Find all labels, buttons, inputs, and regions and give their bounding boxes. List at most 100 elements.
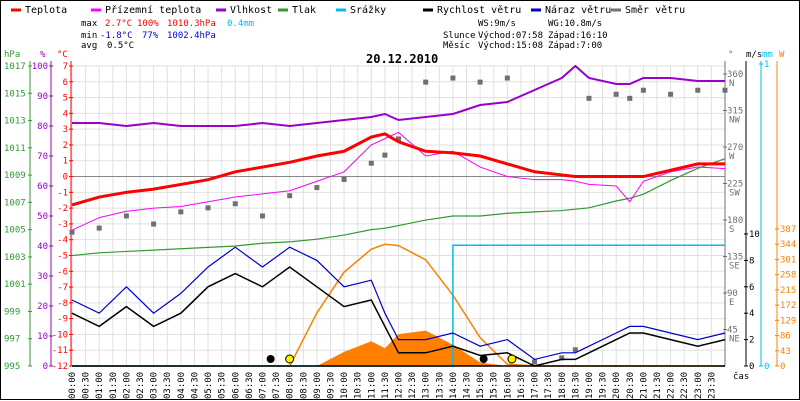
x-tick-label: 20:00 (612, 372, 622, 399)
x-tick-label: 03:00 (150, 372, 160, 399)
dir-tick-label: 315 (727, 107, 743, 117)
temp-tick-label: 1 (63, 157, 68, 167)
x-tick-label: 11:00 (367, 372, 377, 399)
wind-direction-point (382, 152, 388, 158)
plot-area (69, 64, 728, 367)
moonset-marker (266, 355, 275, 363)
hpa-tick-label: 995 (4, 362, 20, 372)
min-temp: -1.8°C (100, 31, 133, 41)
temp-tick-label: -5 (57, 251, 68, 261)
max-rain: 0.4mm (227, 19, 254, 29)
sunset-marker (507, 354, 517, 364)
x-tick-label: 16:00 (503, 372, 513, 399)
x-tick-label: 19:00 (585, 372, 595, 399)
wind-direction-point (722, 87, 728, 93)
wind-direction-point (572, 347, 578, 353)
dir-tick-label: 45 (727, 326, 738, 336)
stats-panel: max 2.7°C 100% 1010.3hPa 0.4mm min -1.8°… (81, 19, 608, 51)
x-tick-label: 11:30 (381, 372, 391, 399)
temp-tick-label: -4 (57, 236, 68, 246)
pct-tick-label: 60 (37, 182, 48, 192)
wind-tick-label: 8 (749, 256, 754, 266)
pct-tick-label: 30 (37, 272, 48, 282)
temp-tick-label: -9 (57, 315, 68, 325)
x-tick-label: 02:00 (122, 372, 132, 399)
x-tick-label: 19:30 (599, 372, 609, 399)
pct-tick-label: 0 (43, 362, 48, 372)
wind-tick-label: 4 (749, 309, 754, 319)
solar-tick-label: 344 (780, 240, 796, 250)
temp-tick-label: 7 (63, 62, 68, 72)
wind-direction-point (259, 213, 265, 219)
dir-tick-compass: S (729, 225, 734, 235)
x-tick-label: 20:30 (626, 372, 636, 399)
x-tick-label: 00:30 (82, 372, 92, 399)
sunrise: Východ:07:58 (478, 31, 543, 41)
hpa-tick-label: 1001 (4, 280, 26, 290)
wind-tick-label: 2 (749, 336, 754, 346)
solar-actual-area (72, 330, 725, 366)
max-wind-gust: WG:10.8m/s (548, 19, 602, 29)
pct-tick-label: 40 (37, 242, 48, 252)
wind-direction-point (668, 91, 674, 97)
wind-direction-point (613, 91, 619, 97)
wind-direction-point (450, 75, 456, 81)
x-tick-label: 17:00 (531, 372, 541, 399)
x-tick-label: 14:30 (463, 372, 473, 399)
max-pressure: 1010.3hPa (167, 19, 216, 29)
x-tick-label: 10:30 (354, 372, 364, 399)
x-tick-label: 01:00 (95, 372, 105, 399)
max-wind-speed: WS:9m/s (478, 19, 516, 29)
sunset: Západ:16:10 (548, 31, 608, 41)
legend: Teplota Přízemní teplota Vlhkost Tlak Srážky… (11, 4, 685, 16)
temperature-line (71, 132, 725, 207)
dir-tick-compass: NW (729, 116, 740, 126)
x-tick-label: 07:00 (258, 372, 268, 399)
legend-label-0: Teplota (25, 5, 67, 16)
avg-temp: 0.5°C (107, 41, 134, 51)
x-tick-label: 09:30 (326, 372, 336, 399)
moonrise-marker (479, 355, 488, 363)
dir-tick-label: 270 (727, 143, 743, 153)
temp-tick-label: -7 (57, 283, 68, 293)
temp-tick-label: 5 (63, 94, 68, 104)
solar-tick-label: 215 (780, 286, 796, 296)
dir-tick-compass: NE (729, 335, 740, 345)
pressure-line (71, 158, 726, 257)
temp-tick-label: -10 (52, 330, 68, 340)
x-tick-label: 18:30 (571, 372, 581, 399)
x-tick-label: 13:30 (435, 372, 445, 399)
wind-direction-point (151, 221, 157, 227)
dir-unit: ° (728, 50, 733, 60)
wind-gust-line (71, 246, 726, 361)
wind-direction-point (627, 95, 633, 101)
dir-tick-label: 180 (727, 216, 743, 226)
min-label: min (81, 31, 97, 41)
solar-tick-label: 0 (780, 362, 785, 372)
x-tick-label: 21:30 (653, 372, 663, 399)
dir-tick-label: 360 (727, 70, 743, 80)
x-tick-label: 06:00 (231, 372, 241, 399)
x-tick-label: 12:00 (395, 372, 405, 399)
pct-tick-label: 10 (37, 332, 48, 342)
moon-label: Měsíc (443, 41, 470, 51)
x-tick-label: 10:00 (340, 372, 350, 399)
x-tick-label: 06:30 (245, 372, 255, 399)
temp-unit: °C (57, 50, 68, 60)
apparent-temperature-line (71, 131, 726, 231)
x-tick-label: 21:00 (639, 372, 649, 399)
x-tick-label: 15:00 (476, 372, 486, 399)
hpa-unit: hPa (4, 50, 20, 60)
pct-unit: % (40, 50, 46, 60)
dir-tick-compass: SW (729, 189, 740, 199)
x-tick-label: 03:30 (163, 372, 173, 399)
wind-direction-point (532, 359, 538, 365)
wind-speed-line (71, 266, 726, 367)
moonrise: Východ:15:08 (478, 41, 543, 51)
solar-tick-label: 129 (780, 316, 796, 326)
hpa-tick-label: 1009 (4, 171, 26, 181)
legend-label-6: Náraz větru (545, 4, 611, 16)
wind-tick-label: 0 (749, 362, 754, 372)
